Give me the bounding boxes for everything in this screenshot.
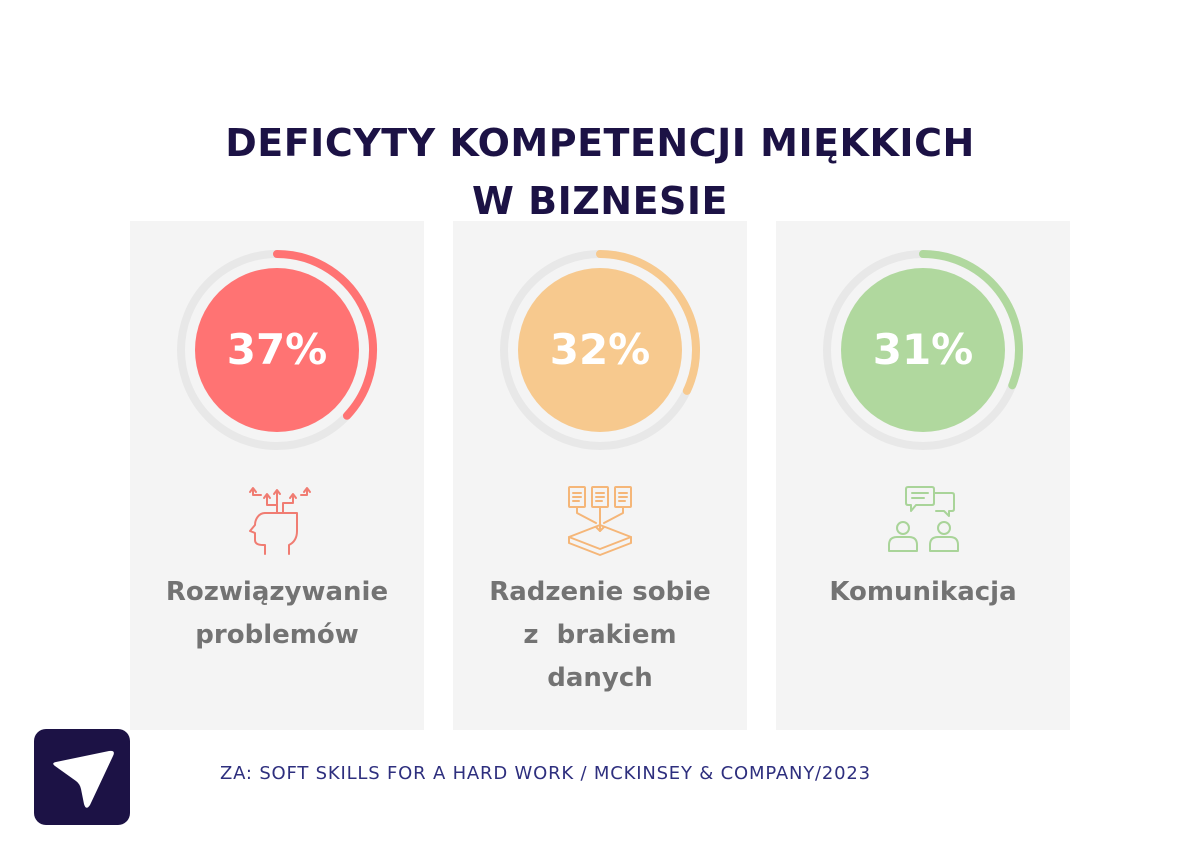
stat-card-problem-solving: 37% Rozwiązywanie problemów xyxy=(130,221,424,730)
company-logo xyxy=(34,729,130,825)
people-chat-icon xyxy=(883,479,963,559)
card-label: Radzenie sobie z brakiem danych xyxy=(453,571,747,700)
donut-progress-arc xyxy=(273,250,377,420)
stat-card-communication: 31% Komunikacja xyxy=(776,221,1070,730)
donut-center xyxy=(841,268,1005,432)
donut-center xyxy=(518,268,682,432)
donut-value-label: 37% xyxy=(227,325,328,374)
label-line: problemów xyxy=(195,620,359,650)
stat-card-missing-data: 32% Radzenie sobie z brakiem danych xyxy=(453,221,747,730)
source-note: ZA: SOFT SKILLS FOR A HARD WORK / MCKINS… xyxy=(220,763,871,784)
label-line: Radzenie sobie xyxy=(489,577,711,607)
label-line: Rozwiązywanie xyxy=(165,577,389,607)
title-line-2: W BIZNESIE xyxy=(471,179,729,223)
donut-progress-arc xyxy=(919,250,1023,390)
donut-chart: 37% xyxy=(174,247,380,453)
donut-center xyxy=(195,268,359,432)
head-ideas-icon xyxy=(237,479,317,559)
label-line: danych xyxy=(547,663,653,693)
documents-inbox-icon xyxy=(560,479,640,559)
label-line: Komunikacja xyxy=(829,577,1017,607)
donut-value-label: 32% xyxy=(550,325,651,374)
label-line: z brakiem xyxy=(523,620,677,650)
card-label: Rozwiązywanie problemów xyxy=(130,571,424,657)
card-label: Komunikacja xyxy=(776,571,1070,614)
donut-value-label: 31% xyxy=(873,325,974,374)
page-title: DEFICYTY KOMPETENCJI MIĘKKICH W BIZNESIE xyxy=(0,114,1200,230)
plane-logo-icon xyxy=(53,750,114,808)
title-line-1: DEFICYTY KOMPETENCJI MIĘKKICH xyxy=(225,121,975,165)
donut-svg: 31% xyxy=(823,250,1023,450)
donut-chart: 32% xyxy=(497,247,703,453)
donut-chart: 31% xyxy=(820,247,1026,453)
donut-svg: 37% xyxy=(177,250,377,450)
donut-progress-arc xyxy=(596,250,700,395)
donut-svg: 32% xyxy=(500,250,700,450)
